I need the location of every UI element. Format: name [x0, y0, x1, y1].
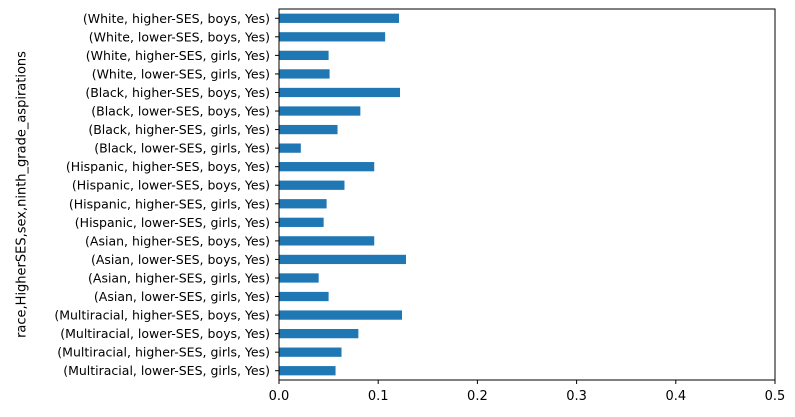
plot-frame [278, 8, 776, 381]
y-tick-label: (Asian, higher-SES, boys, Yes) [85, 233, 270, 248]
y-tick-label: (Black, higher-SES, boys, Yes) [85, 85, 270, 100]
x-tick-label: 0.1 [368, 389, 389, 404]
y-tick-label: (Multiracial, higher-SES, boys, Yes) [54, 308, 270, 323]
bar [279, 180, 345, 190]
y-tick-label: (Hispanic, higher-SES, boys, Yes) [66, 159, 270, 174]
y-tick-label: (Multiracial, lower-SES, girls, Yes) [63, 363, 270, 378]
x-axis-ticks: 0.0 0.1 0.2 0.3 0.4 0.5 [269, 380, 786, 404]
bar [279, 32, 386, 42]
bar [279, 217, 324, 227]
x-tick-label: 0.0 [269, 389, 290, 404]
bar [279, 124, 338, 135]
y-tick-label: (Black, higher-SES, girls, Yes) [88, 122, 270, 137]
y-tick-label: (White, lower-SES, boys, Yes) [89, 29, 270, 44]
y-tick-label: (Multiracial, lower-SES, boys, Yes) [60, 326, 270, 341]
y-tick-label: (Hispanic, higher-SES, girls, Yes) [69, 196, 270, 211]
bar [279, 162, 375, 172]
y-tick-label: (White, higher-SES, boys, Yes) [83, 11, 270, 26]
bar [279, 347, 342, 357]
x-tick-label: 0.5 [765, 389, 786, 404]
x-tick-label: 0.2 [467, 389, 488, 404]
bar [279, 236, 375, 246]
bar [279, 13, 400, 23]
y-tick-label: (Multiracial, higher-SES, girls, Yes) [57, 345, 270, 360]
y-tick-label: (Black, lower-SES, girls, Yes) [94, 141, 270, 156]
bar [279, 273, 319, 283]
y-tick-label: (Asian, lower-SES, girls, Yes) [94, 289, 270, 304]
y-tick-label: (Asian, lower-SES, boys, Yes) [91, 252, 270, 267]
bar [279, 328, 359, 339]
bar [279, 87, 401, 98]
bars [279, 13, 406, 376]
y-axis-ticks: (White, higher-SES, boys, Yes) (White, lo… [54, 11, 279, 378]
bar [279, 291, 329, 302]
bar [279, 69, 330, 79]
y-axis-label: race,HigherSES,sex,ninth_grade_aspiratio… [15, 51, 30, 338]
y-tick-label: (Hispanic, lower-SES, girls, Yes) [75, 215, 270, 230]
y-tick-label: (Asian, higher-SES, girls, Yes) [88, 270, 270, 285]
bar [279, 310, 403, 320]
y-tick-label: (Black, lower-SES, boys, Yes) [91, 104, 270, 119]
bar [279, 199, 327, 209]
bar [279, 143, 301, 153]
x-tick-label: 0.4 [665, 389, 686, 404]
bar [279, 50, 329, 61]
y-tick-label: (White, higher-SES, girls, Yes) [86, 48, 270, 63]
bar [279, 106, 361, 116]
y-tick-label: (Hispanic, lower-SES, boys, Yes) [72, 178, 270, 193]
bar [279, 254, 406, 265]
bar [279, 366, 336, 376]
x-tick-label: 0.3 [566, 389, 587, 404]
y-tick-label: (White, lower-SES, girls, Yes) [92, 66, 270, 81]
